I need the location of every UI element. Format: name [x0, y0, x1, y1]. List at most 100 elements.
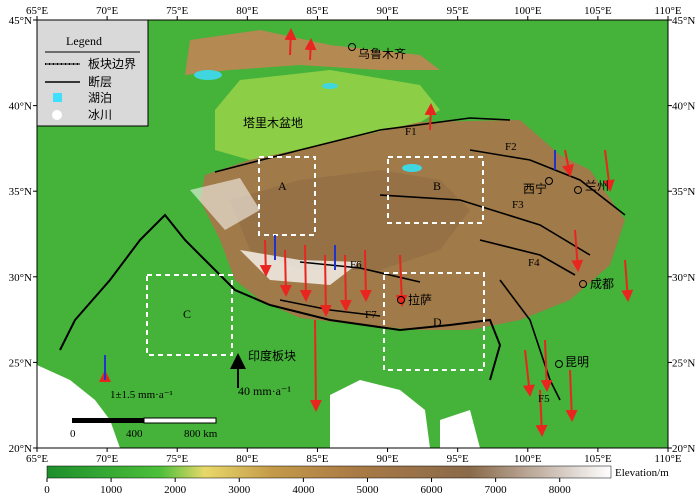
y-tick-label: 45°N — [9, 15, 32, 27]
legend-label: 湖泊 — [88, 90, 112, 105]
legend-symbol — [52, 110, 62, 120]
x-tick-label: 70°E — [96, 5, 118, 17]
velocity-arrow — [304, 38, 317, 61]
sea — [330, 380, 430, 448]
legend-box — [36, 19, 149, 127]
place-label: 印度板块 — [248, 348, 296, 363]
velocity-arrow — [284, 28, 297, 56]
colorbar-tick-label: 0 — [44, 484, 50, 496]
y-tick-label: 35°N — [9, 186, 32, 198]
velocity-arrow — [522, 349, 535, 397]
x-tick-label: 90°E — [376, 5, 398, 17]
x-tick-label: 100°E — [514, 5, 542, 17]
place-label: 西宁 — [523, 181, 547, 196]
legend: Legend 板块边界 断层 湖泊 冰川 — [36, 19, 149, 127]
x-tick-label: 70°E — [96, 453, 118, 465]
place-label: 昆明 — [565, 355, 589, 369]
x-tick-label: 75°E — [166, 453, 188, 465]
x-tick-label: 85°E — [306, 5, 328, 17]
basin — [215, 70, 440, 160]
legend-symbol — [53, 93, 62, 102]
x-tick-label: 110°E — [654, 5, 681, 17]
y-tick-label: 40°N — [672, 101, 695, 113]
place-label: 乌鲁木齐 — [358, 46, 406, 61]
fault — [379, 194, 591, 256]
colorbar-tick-label: 3000 — [228, 484, 251, 496]
x-tick-label: 75°E — [166, 5, 188, 17]
lake — [194, 70, 222, 80]
y-tick-label: 20°N — [672, 443, 695, 455]
city — [579, 280, 587, 288]
sea — [440, 410, 480, 448]
place-label: 拉萨 — [408, 292, 432, 307]
x-tick-label: 105°E — [584, 5, 612, 17]
x-tick-label: 65°E — [26, 5, 48, 17]
velocity-arrow — [309, 319, 322, 412]
x-tick-label: 80°E — [236, 453, 258, 465]
fault-label: F3 — [512, 199, 524, 211]
x-tick-label: 95°E — [447, 453, 469, 465]
x-tick-label: 65°E — [26, 453, 48, 465]
y-tick-label: 30°N — [672, 272, 695, 284]
sea — [37, 365, 120, 448]
velocity-scale: 1±1.5 mm·a⁻¹ — [110, 389, 173, 401]
city — [574, 186, 582, 194]
fault — [479, 239, 576, 276]
velocity-arrows — [99, 28, 634, 437]
legend-label: 冰川 — [88, 108, 112, 122]
fault-label: F2 — [505, 141, 517, 153]
colorbar-tick-label: 4000 — [292, 484, 315, 496]
velocity-arrow — [565, 369, 578, 422]
y-tick-label: 30°N — [9, 272, 32, 284]
velocity-arrow — [571, 229, 584, 272]
legend-label: 断层 — [88, 74, 112, 89]
place-label: 兰州 — [585, 179, 609, 193]
velocity-arrow — [602, 149, 615, 192]
x-tick-label: 110°E — [654, 453, 681, 465]
study-box — [258, 156, 316, 236]
map-frame — [36, 19, 669, 449]
colorbar-tick-label: 8000 — [549, 484, 572, 496]
colorbar-tick-label: 1000 — [100, 484, 123, 496]
velocity-arrow — [299, 244, 312, 302]
place-label: 成都 — [590, 277, 614, 291]
y-tick-label: 35°N — [672, 186, 695, 198]
x-tick-label: 80°E — [236, 5, 258, 17]
scalebar-label: 400 — [126, 428, 143, 440]
place-label: 塔里木盆地 — [243, 116, 303, 130]
y-tick-label: 40°N — [9, 101, 32, 113]
velocity-arrow — [621, 259, 634, 302]
fault-label: F5 — [538, 393, 550, 405]
colorbar-tick-label: 5000 — [356, 484, 379, 496]
fault-label: F4 — [528, 257, 540, 269]
x-tick-label: 100°E — [514, 453, 542, 465]
fault-label: F6 — [350, 259, 362, 271]
colorbar-tick-label: 2000 — [164, 484, 187, 496]
cities — [348, 43, 587, 368]
x-tick-label: 105°E — [584, 453, 612, 465]
legend-title: Legend — [66, 34, 102, 48]
rate-label: 40 mm·a⁻¹ — [238, 384, 291, 398]
y-tick-label: 20°N — [9, 443, 32, 455]
box-label: A — [278, 179, 287, 193]
y-tick-label: 25°N — [9, 357, 32, 369]
velocity-arrow — [259, 239, 272, 277]
study-box — [387, 156, 484, 224]
velocity-arrow — [319, 254, 332, 317]
colorbar — [46, 465, 612, 479]
colorbar-label: Elevation/m — [615, 467, 669, 479]
lake — [402, 164, 422, 172]
box-label: C — [183, 307, 191, 321]
velocity-arrow — [562, 149, 574, 177]
box-label: B — [433, 179, 441, 193]
fault — [499, 279, 561, 401]
city — [348, 43, 356, 51]
city — [545, 177, 553, 185]
colorbar-tick-label: 6000 — [421, 484, 444, 496]
glacier — [190, 178, 260, 230]
velocity-arrow — [359, 249, 372, 302]
velocity-arrow — [535, 389, 548, 437]
scalebar-segment — [143, 417, 217, 424]
x-tick-label: 90°E — [376, 453, 398, 465]
